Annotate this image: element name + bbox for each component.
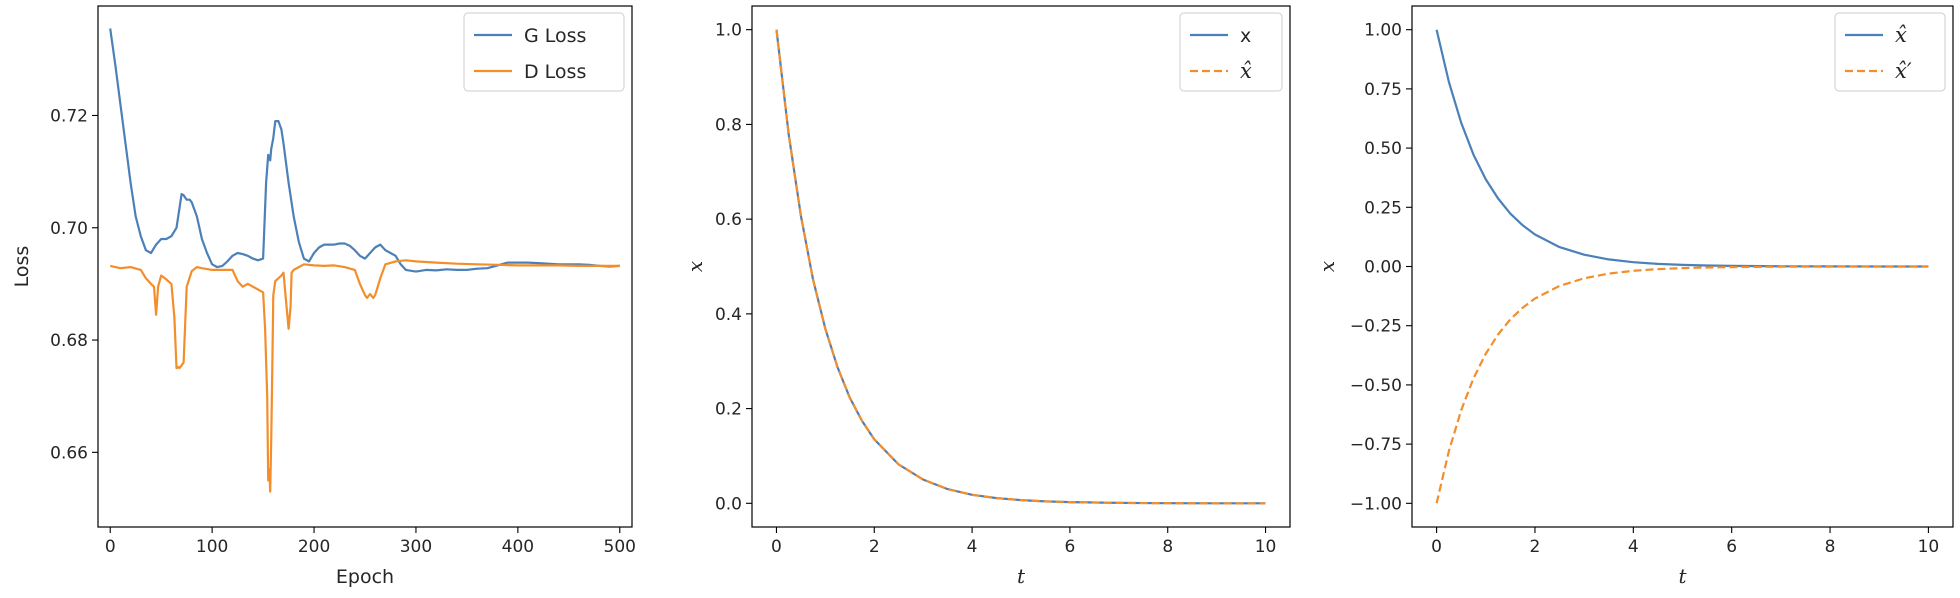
y-tick-label: 0.8 <box>715 115 742 135</box>
x-tick-label: 400 <box>502 537 534 557</box>
series-line-2 <box>1435 265 1929 504</box>
y-tick-label: 0.72 <box>50 106 88 126</box>
y-tick-label: 0.66 <box>50 443 88 463</box>
loss-chart: 0 100 200 300 400 500 0.66 0.68 0.70 0.72 Epoch Los… <box>11 5 636 588</box>
y-tick-label: 0.75 <box>1364 80 1402 100</box>
y-tick-label: −0.50 <box>1350 376 1402 396</box>
x-tick-label: 2 <box>869 537 880 557</box>
y-tick-label: 0.00 <box>1364 258 1402 278</box>
series-line-1 <box>109 28 620 273</box>
legend-label-2: x̂ <box>1240 59 1252 83</box>
legend-label-2: x̂′ <box>1895 59 1912 83</box>
x-axis-label: t <box>1017 564 1026 588</box>
legend <box>1834 12 1946 92</box>
x-axis-label: Epoch <box>336 566 394 588</box>
x-tick-label: 500 <box>604 537 636 557</box>
y-tick-label: 1.00 <box>1364 21 1402 41</box>
x-tick-label: 2 <box>1530 537 1541 557</box>
y-tick-label: 0.25 <box>1364 198 1402 218</box>
x-tick-label: 4 <box>1628 537 1639 557</box>
y-tick-label: 1.0 <box>715 21 742 41</box>
xhat-vs-t-chart: 0 2 4 6 8 10 −1.00 −0.75 −0.50 −0.25 0.00 0.25 0.50 0… <box>1315 5 1954 588</box>
y-tick-label: −0.75 <box>1350 435 1402 455</box>
x-tick-label: 10 <box>1255 537 1277 557</box>
x-axis-label: t <box>1678 564 1687 588</box>
x-tick-label: 100 <box>196 537 228 557</box>
legend-label-1: x̂ <box>1895 23 1907 47</box>
legend <box>1179 12 1283 92</box>
y-tick-label: −0.25 <box>1350 317 1402 337</box>
x-tick-label: 0 <box>1431 537 1442 557</box>
series-line-1 <box>1435 29 1929 268</box>
y-axis-label: Loss <box>11 246 33 288</box>
x-tick-label: 0 <box>105 537 116 557</box>
legend-label-2: D Loss <box>524 61 586 83</box>
y-tick-label: 0.6 <box>715 210 742 230</box>
legend-label-1: G Loss <box>524 25 586 47</box>
y-tick-label: 0.50 <box>1364 139 1402 159</box>
series-line-2 <box>775 29 1266 505</box>
y-axis-label: x <box>683 261 707 272</box>
x-tick-label: 8 <box>1825 537 1836 557</box>
y-tick-label: 0.2 <box>715 400 742 420</box>
x-tick-label: 300 <box>400 537 432 557</box>
legend-label-1: x <box>1240 25 1251 47</box>
series-line-2 <box>109 259 620 493</box>
x-tick-label: 4 <box>967 537 978 557</box>
y-tick-label: −1.00 <box>1350 494 1402 514</box>
x-vs-t-chart: 0 2 4 6 8 10 0.0 0.2 0.4 0.6 0.8 1.0 t x x x̂ <box>683 5 1291 588</box>
x-tick-label: 200 <box>298 537 330 557</box>
y-tick-label: 0.4 <box>715 305 742 325</box>
x-tick-label: 6 <box>1064 537 1075 557</box>
x-tick-label: 6 <box>1726 537 1737 557</box>
y-tick-label: 0.0 <box>715 494 742 514</box>
y-axis-label: x <box>1315 261 1339 272</box>
plot-area <box>751 5 1291 528</box>
y-tick-label: 0.70 <box>50 219 88 239</box>
x-tick-label: 8 <box>1162 537 1173 557</box>
x-tick-label: 10 <box>1918 537 1940 557</box>
y-tick-label: 0.68 <box>50 331 88 351</box>
x-tick-label: 0 <box>771 537 782 557</box>
